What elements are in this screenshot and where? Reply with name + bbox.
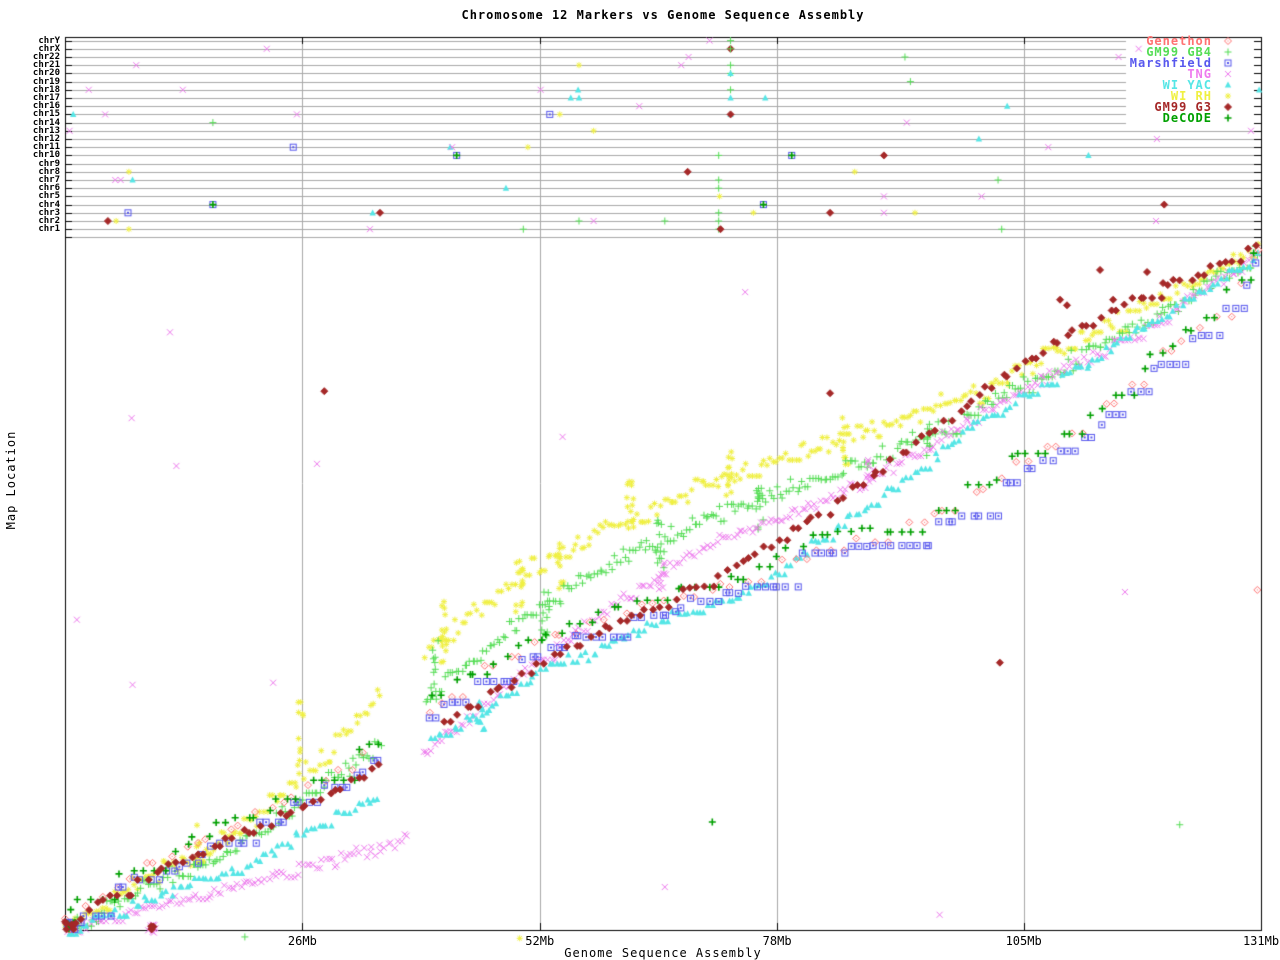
y-axis-chrom-label-chr5: chr5 bbox=[38, 191, 60, 202]
x-tick-label-105Mb: 105Mb bbox=[1005, 934, 1042, 948]
y-axis-chrom-label-chr20: chr20 bbox=[32, 68, 60, 79]
y-axis-chrom-label-chr8: chr8 bbox=[38, 166, 60, 177]
y-axis-chrom-label-chr4: chr4 bbox=[38, 199, 60, 210]
y-axis-chrom-label-chr18: chr18 bbox=[32, 84, 60, 95]
y-axis-chrom-label-chr3: chr3 bbox=[38, 207, 60, 218]
legend-label-tng: TNG bbox=[1187, 67, 1212, 81]
y-axis-chrom-label-chr12: chr12 bbox=[32, 134, 60, 144]
y-axis-chrom-label-chr9: chr9 bbox=[38, 158, 60, 169]
y-axis-chrom-label-chr10: chr10 bbox=[32, 150, 60, 161]
y-axis-chrom-label-chr19: chr19 bbox=[32, 76, 60, 87]
y-axis-title: Map Location bbox=[4, 430, 18, 530]
x-axis-title: Genome Sequence Assembly bbox=[564, 946, 762, 960]
y-axis-chrom-label-chrX: chrX bbox=[38, 43, 60, 54]
y-axis-chrom-label-chr14: chr14 bbox=[32, 117, 60, 128]
y-axis-chrom-label-chrY: chrY bbox=[38, 35, 60, 46]
y-axis-chrom-label-chr16: chr16 bbox=[32, 101, 60, 112]
legend-label-marshfield: Marshfield bbox=[1129, 56, 1212, 70]
y-axis-chrom-label-chr17: chr17 bbox=[32, 93, 60, 103]
x-tick-label-131Mb: 131Mb bbox=[1242, 934, 1280, 948]
y-axis-chrom-label-chr1: chr1 bbox=[38, 224, 60, 235]
legend-label-decode: DeCODE bbox=[1162, 111, 1212, 125]
x-tick-label-52Mb: 52Mb bbox=[525, 934, 555, 948]
y-axis-chrom-label-chr13: chr13 bbox=[32, 125, 60, 136]
legend-label-gm99-g3: GM99 G3 bbox=[1154, 100, 1212, 114]
x-tick-label-78Mb: 78Mb bbox=[762, 934, 792, 948]
y-axis-chrom-label-chr6: chr6 bbox=[38, 183, 60, 194]
y-axis-chrom-label-chr15: chr15 bbox=[32, 109, 60, 120]
y-axis-chrom-label-chr11: chr11 bbox=[32, 142, 60, 153]
legend-label-gm99-gb4: GM99 GB4 bbox=[1146, 45, 1212, 59]
legend-label-genethon: Genethon bbox=[1146, 34, 1212, 48]
y-axis-chrom-label-chr22: chr22 bbox=[32, 52, 60, 62]
chart-title: Chromosome 12 Markers vs Genome Sequence… bbox=[461, 8, 865, 22]
y-axis-chrom-label-chr21: chr21 bbox=[32, 60, 60, 71]
y-axis-chrom-label-chr7: chr7 bbox=[38, 175, 60, 185]
y-axis-chrom-label-chr2: chr2 bbox=[38, 216, 60, 226]
legend-label-wi-rh: WI RH bbox=[1170, 89, 1212, 103]
legend-label-wi-yac: WI YAC bbox=[1162, 78, 1212, 92]
x-tick-label-26Mb: 26Mb bbox=[287, 934, 317, 948]
